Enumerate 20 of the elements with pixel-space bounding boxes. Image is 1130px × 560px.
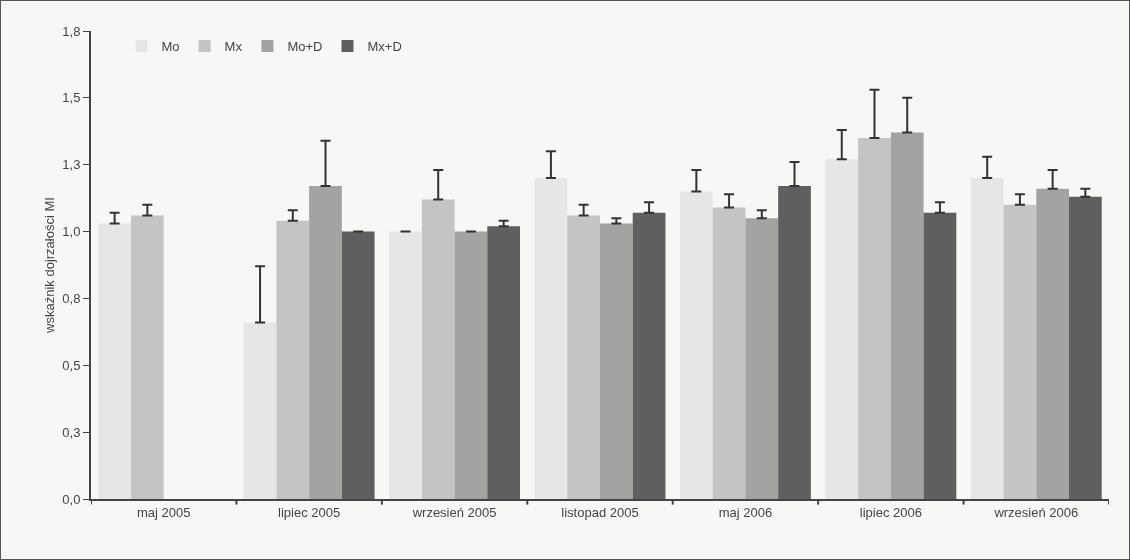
legend-label: Mo — [161, 39, 180, 55]
legend-label: Mo+D — [287, 39, 323, 55]
y-tick-label: 1,8 — [62, 23, 81, 39]
y-tick-label: 0,8 — [62, 290, 81, 306]
x-tick-label: wrzesień 2006 — [993, 504, 1079, 520]
y-tick-label: 1,5 — [62, 90, 81, 106]
y-axis-title: wskaźnik dojrzałości MI — [42, 197, 57, 334]
legend-label: Mx — [224, 39, 243, 55]
legend-label: Mx+D — [367, 39, 402, 55]
y-tick-label: 0,0 — [62, 491, 81, 507]
y-tick-label: 0,3 — [62, 424, 81, 440]
x-tick-label: wrzesień 2005 — [411, 504, 497, 520]
x-tick-label: lipiec 2006 — [859, 504, 922, 520]
x-tick-label: listopad 2005 — [561, 504, 639, 520]
y-tick-label: 1,0 — [62, 224, 81, 240]
x-tick-label: maj 2006 — [718, 504, 773, 520]
y-tick-label: 0,5 — [62, 357, 81, 373]
x-tick-label: maj 2005 — [136, 504, 191, 520]
x-tick-label: lipiec 2005 — [278, 504, 341, 520]
y-tick-label: 1,3 — [62, 157, 81, 173]
